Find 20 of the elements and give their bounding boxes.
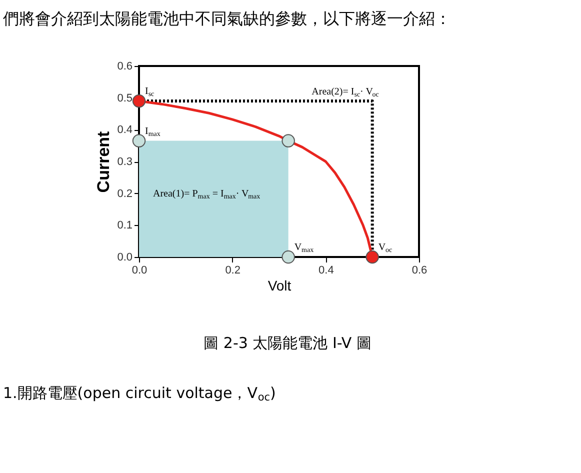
y-tick-label: 0.2 <box>117 188 132 200</box>
y-tick-label: 0.1 <box>117 220 132 232</box>
y-tick-label: 0.5 <box>117 92 132 104</box>
x-axis-title: Volt <box>268 278 292 294</box>
y-tick-label: 0.6 <box>117 60 132 72</box>
x-tick-label: 0.4 <box>318 264 334 276</box>
point <box>132 134 146 148</box>
y-tick-label: 0.0 <box>117 252 132 264</box>
chart-title: 們將會介紹到太陽能電池中不同氣缺的參數，以下將逐一介紹： <box>3 9 451 28</box>
y-axis-title: Current <box>94 130 114 193</box>
x-tick-label: 0.2 <box>225 264 240 276</box>
x-tick-label: 0.0 <box>132 264 148 276</box>
point <box>366 250 379 264</box>
y-tick-label: 0.3 <box>117 156 132 168</box>
point <box>282 250 295 264</box>
point <box>132 94 146 108</box>
x-tick-label: 0.6 <box>412 264 428 276</box>
caption: 圖 2-3 太陽能電池 I-V 圖 <box>204 334 372 352</box>
point <box>282 134 295 148</box>
y-tick-label: 0.4 <box>117 124 132 136</box>
